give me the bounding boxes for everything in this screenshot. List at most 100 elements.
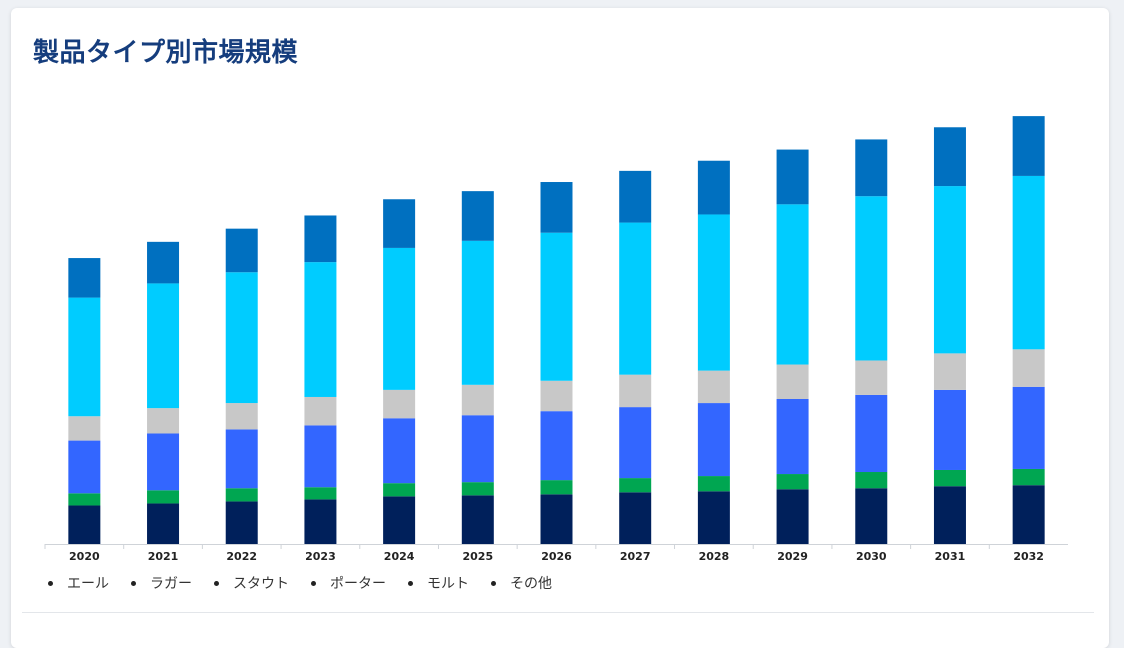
- bar-segment[interactable]: [461, 495, 494, 544]
- bar-segment[interactable]: [697, 214, 730, 371]
- bar-segment[interactable]: [540, 480, 573, 495]
- x-tick-label: 2023: [305, 550, 336, 563]
- bar-segment[interactable]: [776, 149, 809, 205]
- bar-segment[interactable]: [304, 396, 337, 426]
- bar-segment[interactable]: [776, 204, 809, 365]
- legend-item[interactable]: ラガー: [131, 573, 192, 593]
- bar-segment[interactable]: [540, 232, 573, 381]
- bar-segment[interactable]: [68, 440, 101, 494]
- bar-segment[interactable]: [304, 499, 337, 544]
- bar-segment[interactable]: [147, 503, 180, 544]
- bullet-icon: [311, 580, 316, 586]
- bar-segment[interactable]: [461, 415, 494, 483]
- bar-segment[interactable]: [855, 394, 888, 473]
- bar-segment[interactable]: [461, 240, 494, 385]
- legend-item[interactable]: モルト: [408, 573, 469, 593]
- bar-segment[interactable]: [68, 297, 101, 417]
- bar-segment[interactable]: [933, 186, 966, 354]
- bar-segment[interactable]: [619, 222, 652, 375]
- bar-segment[interactable]: [933, 469, 966, 487]
- legend-item[interactable]: ポーター: [311, 573, 386, 593]
- bar-segment[interactable]: [304, 262, 337, 397]
- bar-segment[interactable]: [1012, 349, 1045, 387]
- legend-item[interactable]: エール: [48, 573, 109, 593]
- bar-segment[interactable]: [383, 247, 416, 390]
- x-tick-label: 2020: [69, 550, 100, 563]
- bar-segment[interactable]: [304, 215, 337, 263]
- bullet-icon: [491, 580, 496, 586]
- bar-segment[interactable]: [304, 425, 337, 488]
- bar-segment[interactable]: [697, 160, 730, 215]
- bar-segment[interactable]: [147, 283, 180, 409]
- legend-label: モルト: [427, 576, 469, 592]
- bar-segment[interactable]: [147, 241, 180, 284]
- bar-segment[interactable]: [1012, 116, 1045, 176]
- bar-segment[interactable]: [225, 272, 258, 404]
- bar-segment[interactable]: [147, 433, 180, 491]
- bar-segment[interactable]: [619, 170, 652, 223]
- x-tick-label: 2024: [384, 550, 415, 563]
- bar-segment[interactable]: [855, 488, 888, 544]
- chart-title: 製品タイプ別市場規模: [33, 38, 299, 68]
- bar-segment[interactable]: [933, 353, 966, 390]
- bar-segment[interactable]: [68, 493, 101, 506]
- bar-segment[interactable]: [540, 182, 573, 233]
- bar-segment[interactable]: [776, 474, 809, 490]
- bar-segment[interactable]: [68, 416, 101, 441]
- bar-segment[interactable]: [933, 127, 966, 187]
- bar-segment[interactable]: [383, 199, 416, 248]
- legend-label: スタウト: [233, 576, 289, 592]
- bar-segment[interactable]: [225, 228, 258, 273]
- bar-segment[interactable]: [68, 505, 101, 544]
- legend-item[interactable]: その他: [491, 573, 552, 593]
- x-tick-label: 2028: [699, 550, 730, 563]
- bar-segment[interactable]: [619, 407, 652, 479]
- bar-segment[interactable]: [855, 360, 888, 395]
- bar-segment[interactable]: [225, 403, 258, 430]
- bar-segment[interactable]: [855, 472, 888, 489]
- bar-segment[interactable]: [225, 488, 258, 502]
- bar-segment[interactable]: [304, 487, 337, 500]
- legend-item[interactable]: スタウト: [214, 573, 289, 593]
- bar-segment[interactable]: [147, 408, 180, 434]
- bar-segment[interactable]: [68, 258, 101, 298]
- bar-segment[interactable]: [225, 501, 258, 544]
- bar-segment[interactable]: [933, 389, 966, 470]
- bar-segment[interactable]: [619, 492, 652, 544]
- legend-label: エール: [67, 576, 109, 592]
- chart-legend: エール ラガー スタウト ポーター モルト その他: [48, 573, 552, 593]
- bar-segment[interactable]: [540, 494, 573, 544]
- bottom-divider: [22, 612, 1094, 613]
- bar-segment[interactable]: [697, 491, 730, 544]
- bar-segment[interactable]: [697, 403, 730, 477]
- bar-segment[interactable]: [776, 399, 809, 475]
- x-tick-label: 2029: [777, 550, 808, 563]
- bar-segment[interactable]: [383, 389, 416, 419]
- bar-segment[interactable]: [1012, 468, 1045, 486]
- bar-segment[interactable]: [461, 384, 494, 416]
- bar-segment[interactable]: [225, 429, 258, 489]
- bar-segment[interactable]: [1012, 485, 1045, 544]
- bar-segment[interactable]: [1012, 386, 1045, 469]
- bar-segment[interactable]: [776, 364, 809, 400]
- bar-segment[interactable]: [383, 483, 416, 497]
- bullet-icon: [408, 580, 413, 586]
- bar-segment[interactable]: [540, 411, 573, 481]
- x-tick-label: 2027: [620, 550, 651, 563]
- bar-segment[interactable]: [540, 380, 573, 412]
- bar-segment[interactable]: [776, 489, 809, 544]
- x-tick-label: 2021: [148, 550, 179, 563]
- bar-segment[interactable]: [697, 476, 730, 492]
- bar-segment[interactable]: [697, 370, 730, 404]
- bar-segment[interactable]: [933, 486, 966, 544]
- bar-segment[interactable]: [855, 139, 888, 197]
- bar-segment[interactable]: [147, 490, 180, 504]
- bar-segment[interactable]: [1012, 175, 1045, 350]
- bar-segment[interactable]: [619, 478, 652, 493]
- bar-segment[interactable]: [855, 196, 888, 361]
- bar-segment[interactable]: [383, 496, 416, 544]
- bar-segment[interactable]: [461, 482, 494, 496]
- bar-segment[interactable]: [383, 418, 416, 484]
- bar-segment[interactable]: [461, 191, 494, 241]
- bar-segment[interactable]: [619, 374, 652, 408]
